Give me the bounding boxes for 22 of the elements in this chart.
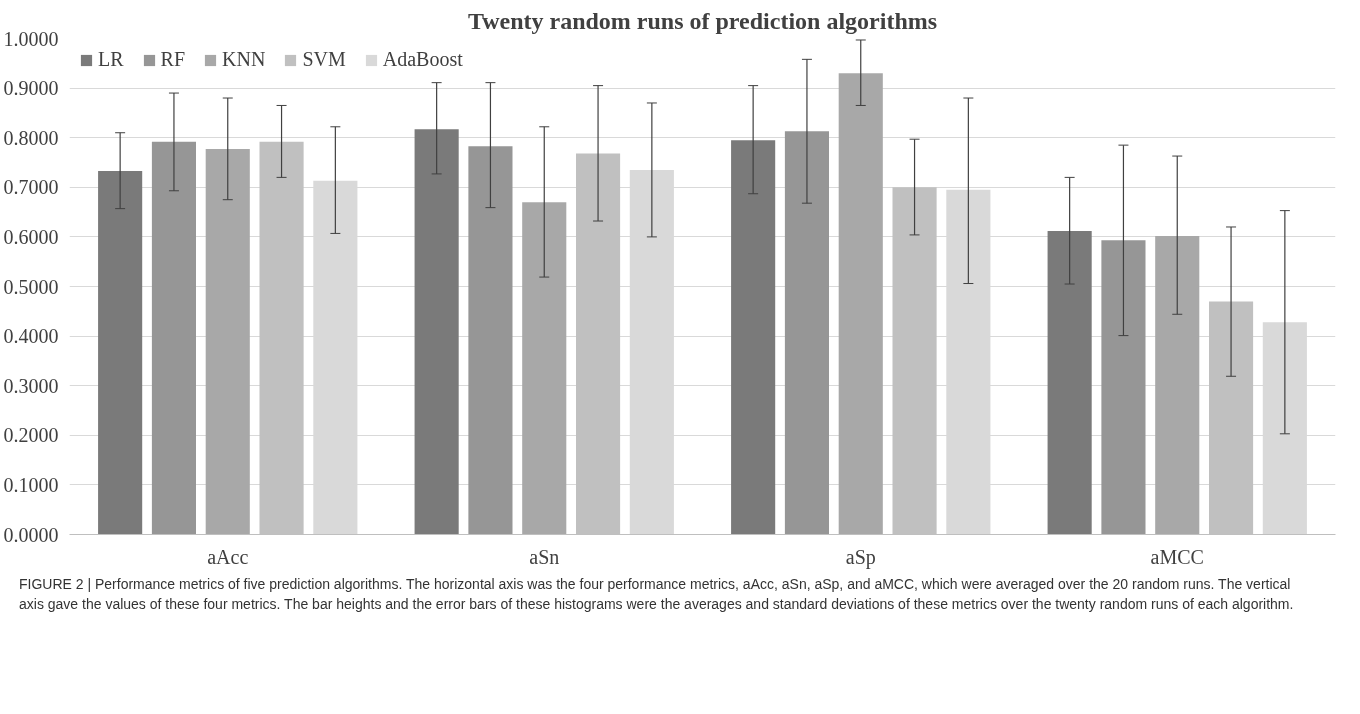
legend-label: LR [98,48,124,71]
y-tick-label: 0.0000 [3,523,59,546]
caption: FIGURE 2 | Performance metrics of five prediction algorithms. The horizontal axis was the four performance metrics, aAcc, aSn, aSp, and aMCC, which were averaged over the 20 random runs. The vertical axis gave the values of these four metrics. The bar heights and the error bars of these histograms were the averages and standard deviations of these metrics over the twenty random runs of each algorithm. [19,575,1295,614]
y-tick-label: 0.7000 [3,176,59,199]
y-tick-label: 0.4000 [3,325,59,348]
legend-label: SVM [302,48,346,71]
y-tick-label: 0.6000 [3,225,59,248]
y-tick-label: 0.5000 [3,275,59,298]
y-tick-label: 0.2000 [3,424,59,447]
legend-label: RF [160,48,186,71]
x-tick-label: aSn [529,545,560,568]
y-tick-label: 0.8000 [3,126,59,149]
y-tick-label: 0.9000 [3,77,59,100]
chart-title: Twenty random runs of prediction algorithms [467,7,938,34]
y-tick-label: 0.3000 [3,374,59,397]
x-tick-label: aMCC [1150,545,1204,568]
x-tick-label: aSp [845,545,876,569]
legend-label: AdaBoost [382,48,463,71]
legend-label: KNN [222,48,266,71]
y-tick-label: 1.0000 [3,27,59,50]
x-tick-label: aAcc [207,545,249,568]
y-tick-label: 0.1000 [3,473,59,496]
